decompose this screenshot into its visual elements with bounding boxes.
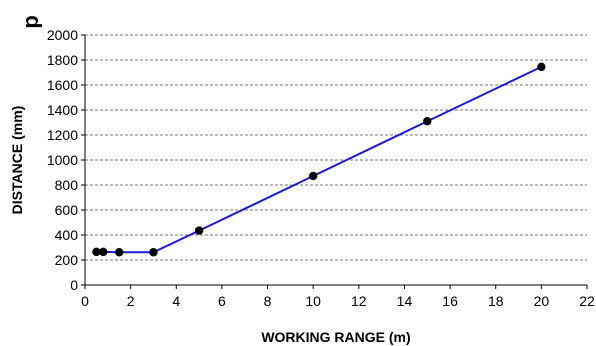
y-tick-label: 200 (55, 252, 79, 268)
data-point (308, 171, 318, 181)
data-point (537, 62, 546, 72)
x-tick-label: 10 (305, 293, 321, 309)
y-tick-label: 800 (55, 177, 79, 193)
x-tick-label: 0 (81, 293, 89, 309)
data-point (115, 248, 124, 257)
x-tick-label: 20 (534, 293, 550, 309)
grid-lines (85, 34, 587, 261)
y-tick-label: 1800 (47, 52, 78, 68)
x-tick-label: 18 (488, 293, 504, 309)
x-tick-label: 6 (218, 293, 226, 309)
y-tick-label: 400 (55, 227, 79, 243)
y-tick-label: 600 (55, 202, 79, 218)
plot-area (92, 62, 546, 257)
data-point (99, 247, 108, 257)
y-axis-label: DISTANCE (mm) (9, 106, 25, 215)
axes (81, 34, 588, 289)
x-tick-label: 2 (127, 293, 135, 309)
y-tick-label: 1200 (47, 127, 78, 143)
y-tick-labels: 0 200 400 600 800 1000 1200 1400 1600 1800 2000 (47, 27, 78, 293)
y-tick-label: 1400 (47, 102, 78, 118)
x-tick-label: 4 (172, 293, 180, 309)
y-tick-label: 1000 (47, 152, 78, 168)
x-tick-label: 22 (579, 293, 595, 309)
x-tick-labels: 0 2 4 6 8 10 12 14 16 18 20 22 (81, 293, 595, 309)
y-tick-label: 2000 (47, 27, 78, 43)
x-tick-label: 14 (397, 293, 413, 309)
data-point (423, 117, 432, 126)
x-axis-label: WORKING RANGE (m) (261, 329, 410, 345)
x-tick-label: 8 (264, 293, 272, 309)
series-line (96, 65, 542, 254)
y-tick-label: 1600 (47, 77, 78, 93)
x-tick-label: 12 (351, 293, 367, 309)
y-tick-label: 0 (70, 277, 78, 293)
data-point (92, 247, 101, 257)
x-tick-label: 16 (442, 293, 458, 309)
data-point (194, 226, 204, 235)
panel-label: d (21, 15, 46, 28)
data-point (149, 248, 158, 257)
